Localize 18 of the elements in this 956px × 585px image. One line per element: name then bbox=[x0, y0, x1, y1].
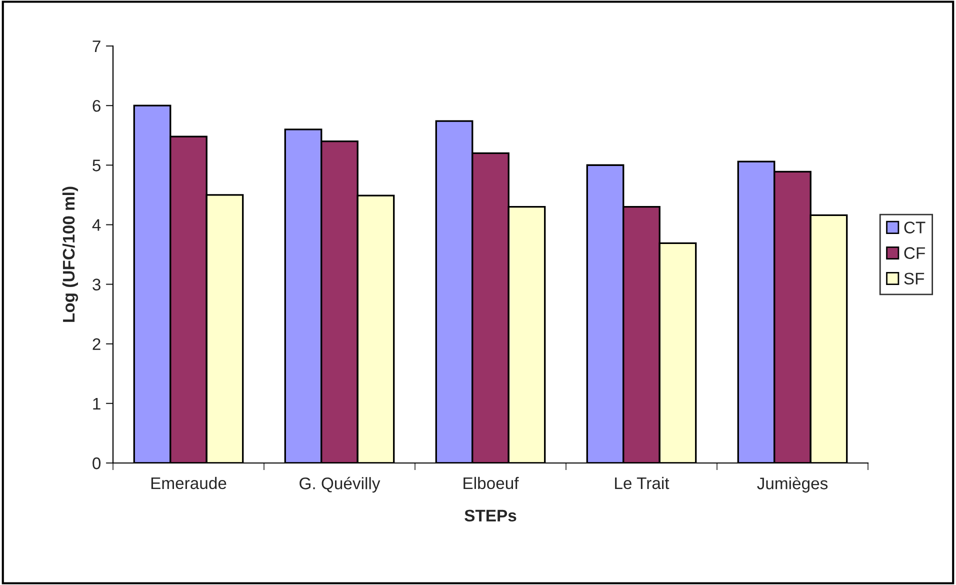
y-tick-label: 1 bbox=[93, 398, 100, 410]
x-tick-label: Elboeuf bbox=[464, 476, 519, 490]
y-tick-label: 5 bbox=[92, 160, 100, 172]
y-tick-label: 6 bbox=[92, 100, 100, 112]
y-tick-label: 7 bbox=[92, 40, 100, 52]
y-tick-label: 4 bbox=[92, 219, 101, 231]
y-tick-label: 3 bbox=[92, 278, 100, 290]
x-tick-label: Emeraude bbox=[151, 476, 226, 490]
y-tick-label: 0 bbox=[92, 457, 101, 470]
x-tick-label: G. Quévilly bbox=[300, 476, 380, 493]
y-tick-label: 2 bbox=[92, 338, 100, 350]
x-tick-label: Le Trait bbox=[615, 476, 670, 490]
legend-label: CF bbox=[904, 247, 925, 259]
y-axis-title: Log (UFC/100 ml) bbox=[62, 186, 78, 322]
x-axis-title: STEPs bbox=[464, 510, 516, 522]
x-tick-label: Jumièges bbox=[757, 476, 828, 493]
legend-label: CT bbox=[904, 222, 926, 234]
legend-label: SF bbox=[904, 272, 924, 285]
